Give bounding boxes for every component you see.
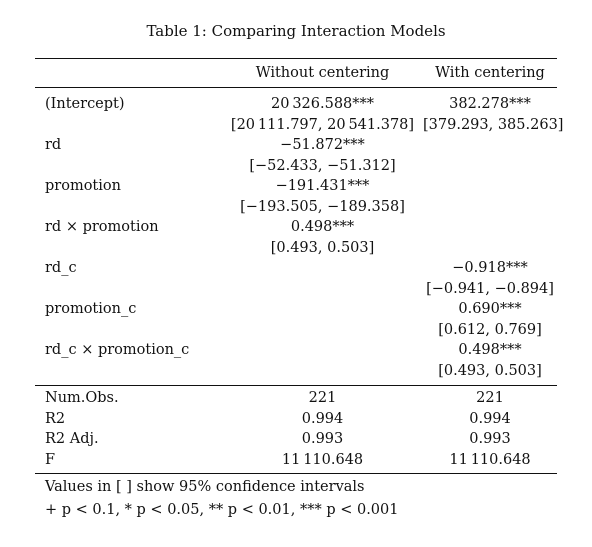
- cell-model1: −51.872***: [280, 137, 365, 153]
- cell-model2: [0.612, 0.769]: [438, 321, 542, 338]
- confidence-interval-note: Values in [ ] show 95% confidence interv…: [45, 479, 365, 495]
- cell-model2: 221: [476, 390, 504, 406]
- header-cell-without-centering: Without centering: [255, 65, 390, 81]
- cell-model2: 0.690***: [458, 301, 522, 317]
- row-label: [35, 115, 222, 136]
- goodness-of-fit-rows: Num.Obs. 221 221 R2 0.994 0.994 R2 Adj. 0.993…: [35, 388, 557, 470]
- table-row: [20 111.797, 20 541.378] [379.293, 385.26…: [35, 115, 564, 136]
- table-row: [−193.505, −189.358]: [35, 197, 557, 218]
- cell-model1: 0.498***: [290, 219, 355, 235]
- cell-model1: [222, 258, 423, 279]
- table-row: R2 0.994 0.994: [35, 409, 557, 430]
- cell-model2: 0.993: [469, 431, 511, 447]
- cell-model1: 0.994: [301, 410, 344, 427]
- row-label: R2: [45, 410, 66, 427]
- cell-model1: 11 110.648: [281, 451, 364, 468]
- regression-table: Without centering With centering (Interc…: [35, 58, 564, 522]
- cell-model2: 382.278***: [449, 96, 531, 112]
- row-label: F: [45, 451, 56, 468]
- table-row: rd_c −0.918***: [35, 258, 557, 279]
- table-row: [0.612, 0.769]: [35, 320, 557, 341]
- cell-model1: 221: [308, 390, 337, 406]
- table-row: [0.493, 0.503]: [35, 361, 557, 382]
- row-label: R2 Adj.: [45, 431, 99, 447]
- cell-model2: [423, 176, 557, 197]
- row-label: rd: [45, 137, 62, 153]
- cell-model1: [−52.433, −51.312]: [249, 157, 396, 174]
- table-row: rd × promotion 0.498***: [35, 217, 557, 238]
- cell-model2: −0.918***: [452, 260, 528, 276]
- table-row: promotion_c 0.690***: [35, 299, 557, 320]
- top-rule: [35, 58, 557, 59]
- table-row: (Intercept) 20 326.588*** 382.278***: [35, 94, 557, 115]
- cell-model1: [222, 299, 423, 320]
- table-row: F 11 110.648 11 110.648: [35, 450, 557, 471]
- coefficient-rows: (Intercept) 20 326.588*** 382.278*** [20 1…: [35, 94, 564, 382]
- cell-model1: −191.431***: [275, 178, 370, 194]
- row-label: [35, 361, 222, 382]
- cell-model2: [423, 217, 557, 238]
- header-row: Without centering With centering: [35, 59, 557, 87]
- cell-model1: [222, 340, 423, 361]
- row-label: promotion: [45, 178, 121, 194]
- cell-model1: [222, 320, 423, 341]
- table-row: rd_c × promotion_c 0.498***: [35, 340, 557, 361]
- row-label: (Intercept): [45, 96, 125, 112]
- row-label: [35, 320, 222, 341]
- table-row: [−0.941, −0.894]: [35, 279, 557, 300]
- significance-note: + p < 0.1, * p < 0.05, ** p < 0.01, *** …: [45, 502, 399, 518]
- table-row: R2 Adj. 0.993 0.993: [35, 429, 557, 450]
- row-label: [35, 279, 222, 300]
- cell-model2: 0.498***: [458, 342, 522, 358]
- coefficients-rule: [35, 385, 557, 386]
- cell-model1: 0.993: [301, 431, 344, 447]
- cell-model2: [423, 135, 557, 156]
- cell-model2: [423, 197, 557, 218]
- row-label: rd_c: [45, 260, 77, 276]
- cell-model2: 0.994: [469, 410, 511, 427]
- cell-model1: [20 111.797, 20 541.378]: [230, 116, 415, 133]
- header-rule: [35, 87, 557, 88]
- table-row: [−52.433, −51.312]: [35, 156, 557, 177]
- cell-model2: [−0.941, −0.894]: [426, 280, 554, 297]
- header-cell-label: [35, 59, 222, 87]
- cell-model2: 11 110.648: [449, 451, 531, 468]
- cell-model1: [−193.505, −189.358]: [240, 198, 405, 215]
- cell-model2: [379.293, 385.263]: [423, 116, 564, 133]
- row-label: Num.Obs.: [45, 390, 119, 406]
- row-label: rd × promotion: [45, 219, 159, 235]
- cell-model2: [0.493, 0.503]: [438, 362, 542, 379]
- table-row: [0.493, 0.503]: [35, 238, 557, 259]
- table-notes: Values in [ ] show 95% confidence interv…: [35, 474, 557, 522]
- row-label: [35, 156, 222, 177]
- header-cell-with-centering: With centering: [435, 65, 545, 81]
- bottom-rule: [35, 473, 557, 474]
- cell-model1: 20 326.588***: [270, 96, 375, 112]
- row-label: promotion_c: [45, 301, 137, 317]
- table-row: Num.Obs. 221 221: [35, 388, 557, 409]
- cell-model2: [423, 238, 557, 259]
- row-label: rd_c × promotion_c: [45, 342, 190, 358]
- row-label: [35, 238, 222, 259]
- cell-model1: [222, 361, 423, 382]
- cell-model2: [423, 156, 557, 177]
- table-caption: Table 1: Comparing Interaction Models: [146, 22, 446, 40]
- cell-model1: [0.493, 0.503]: [270, 239, 375, 256]
- row-label: [35, 197, 222, 218]
- table-row: promotion −191.431***: [35, 176, 557, 197]
- cell-model1: [222, 279, 423, 300]
- table-row: rd −51.872***: [35, 135, 557, 156]
